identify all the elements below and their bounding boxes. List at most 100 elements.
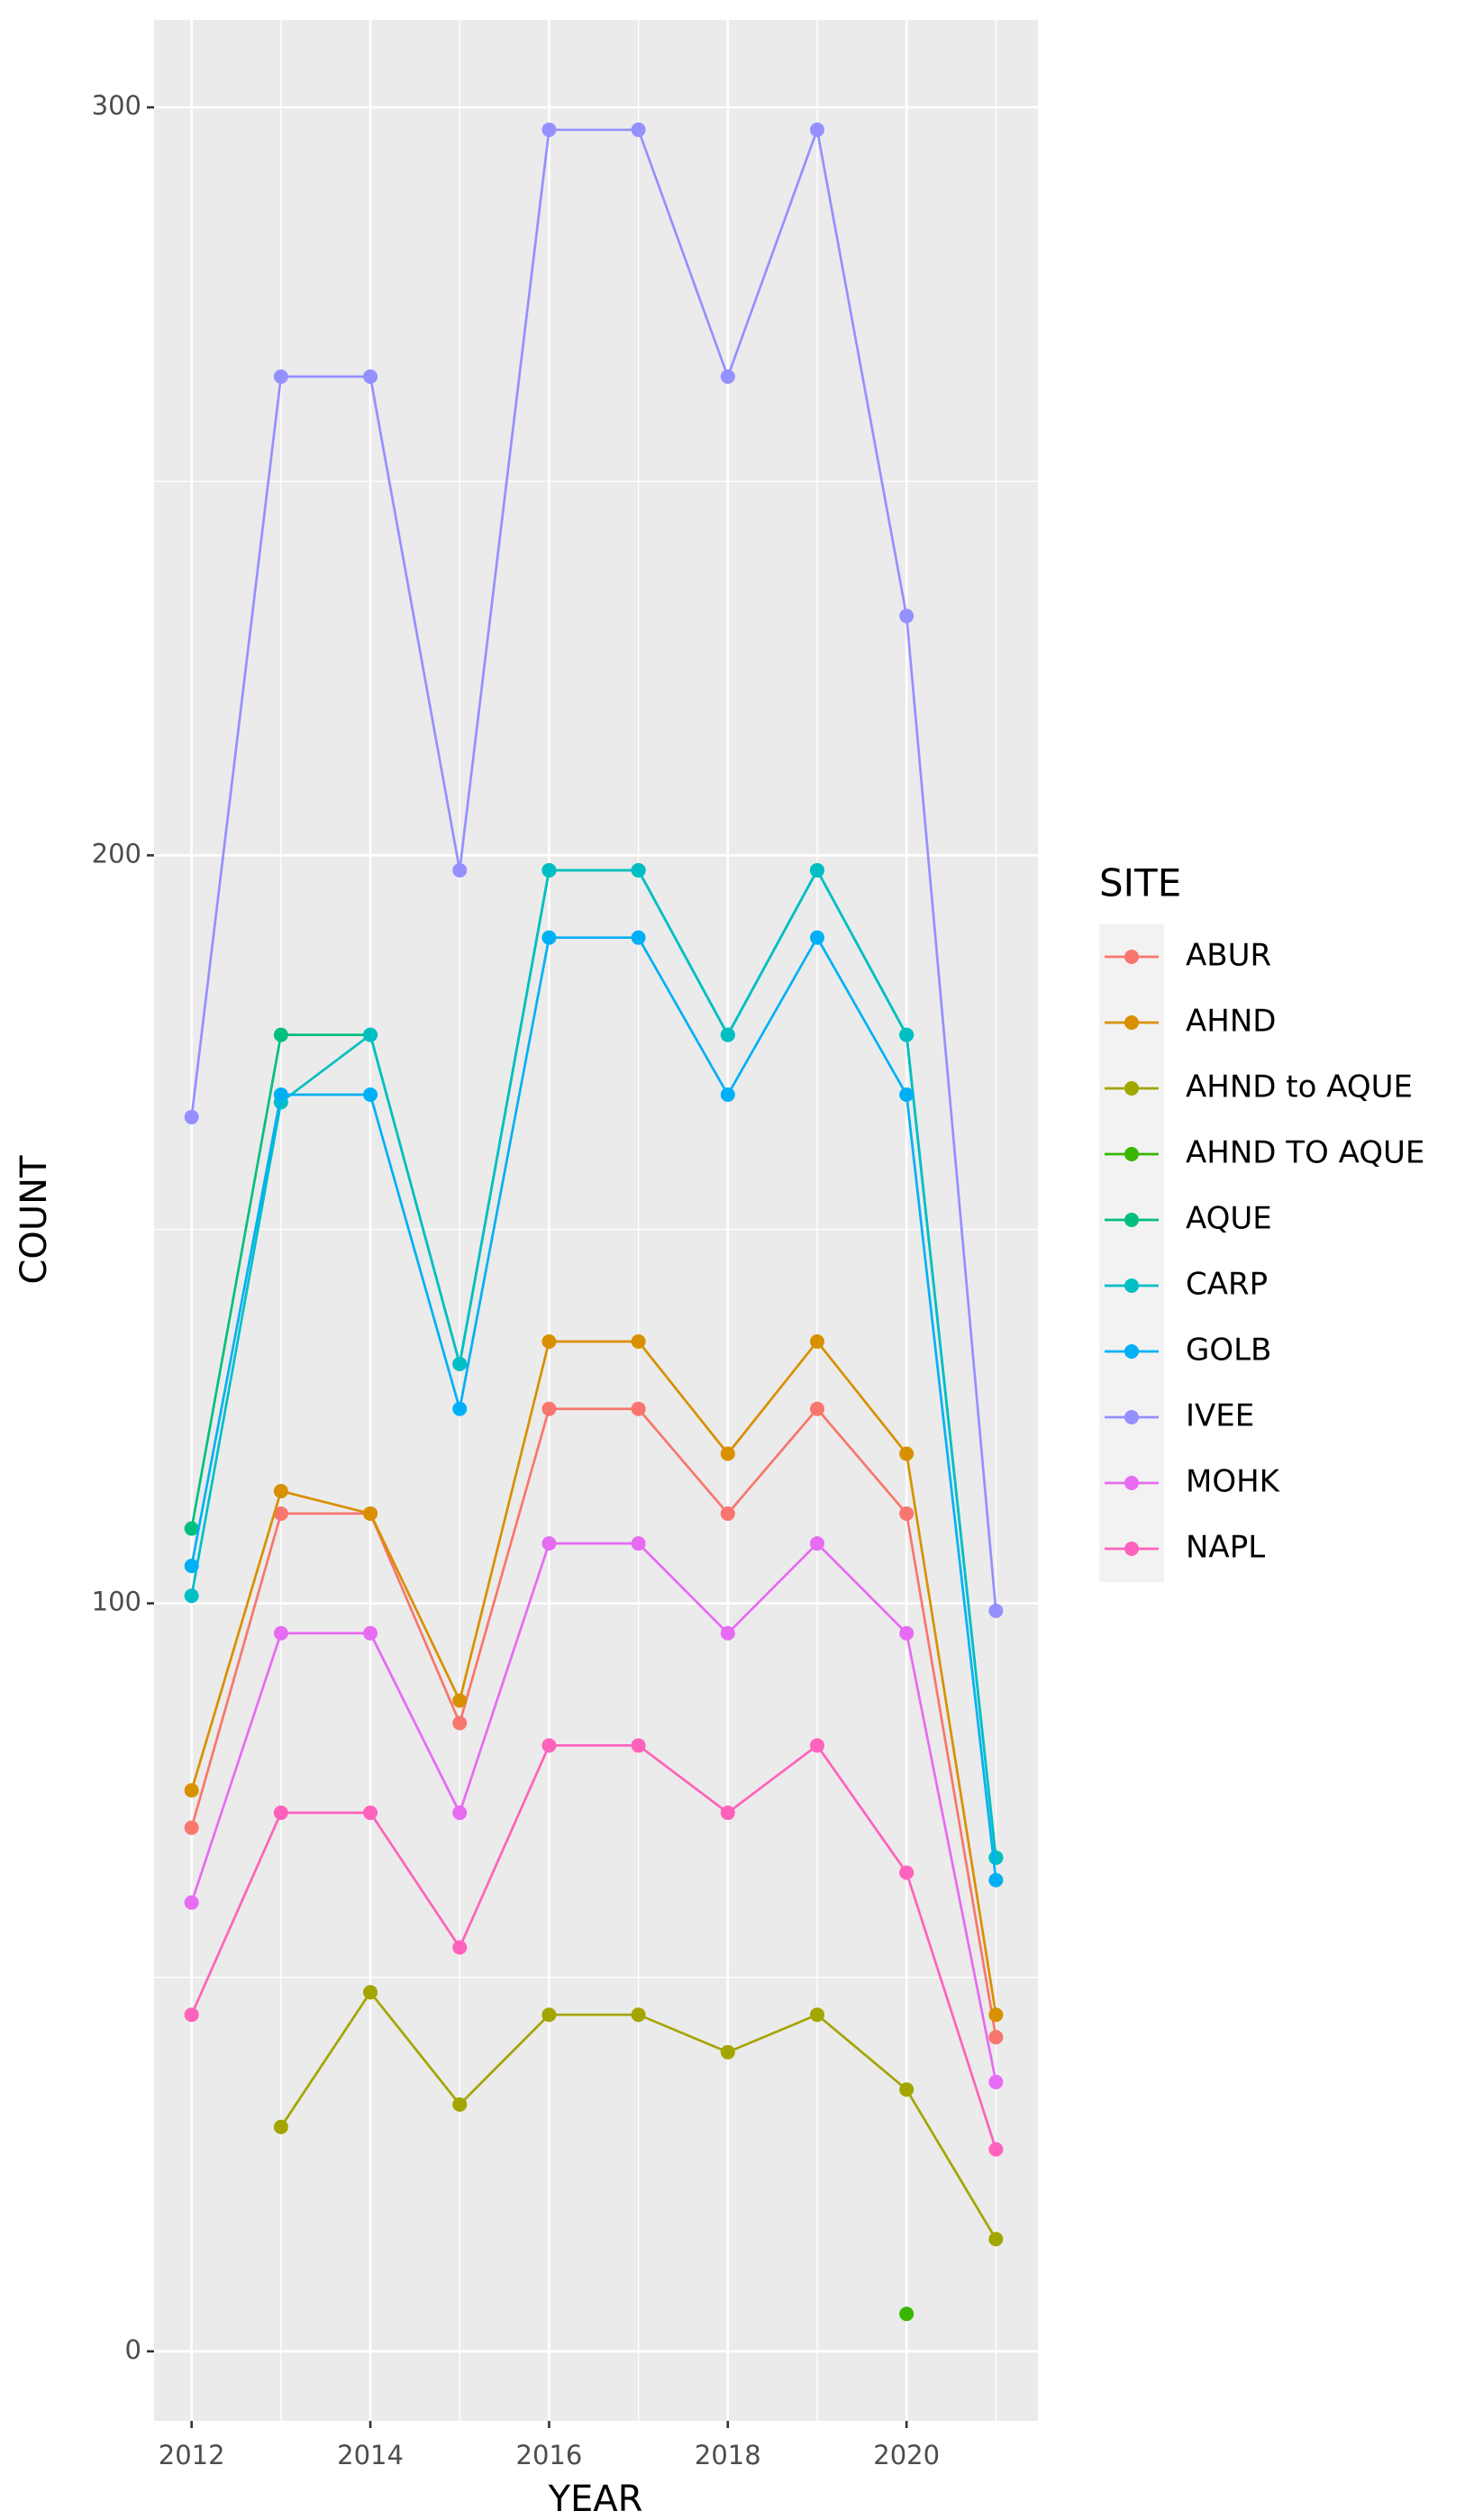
data-point	[631, 1401, 646, 1416]
data-point	[631, 123, 646, 138]
data-point	[184, 1588, 199, 1604]
data-point	[899, 1506, 914, 1521]
x-tick-label: 2020	[873, 2440, 940, 2470]
data-point	[899, 1625, 914, 1641]
data-point	[631, 1738, 646, 1753]
data-point	[720, 369, 735, 385]
x-tick-label: 2018	[695, 2440, 761, 2470]
data-point	[720, 2044, 735, 2060]
data-point	[809, 123, 824, 138]
data-point	[273, 1625, 288, 1641]
data-point	[184, 1820, 199, 1835]
legend-label: IVEE	[1186, 1398, 1254, 1434]
data-point	[988, 1850, 1004, 1865]
legend-key-point	[1124, 1542, 1139, 1556]
legend-label: CARP	[1186, 1267, 1268, 1303]
legend-key-point	[1124, 1410, 1139, 1424]
legend-label: ABUR	[1186, 938, 1271, 974]
data-point	[631, 2007, 646, 2023]
series-line	[190, 1339, 997, 2015]
x-tick-label: 2012	[159, 2440, 225, 2470]
legend-title: SITE	[1099, 861, 1181, 905]
data-point	[363, 1806, 378, 1821]
data-point	[720, 1506, 735, 1521]
data-point	[184, 1521, 199, 1536]
data-point	[720, 1446, 735, 1461]
legend-label: GOLB	[1186, 1333, 1271, 1369]
legend-label: AHND to AQUE	[1186, 1069, 1413, 1105]
data-point	[363, 1506, 378, 1521]
data-point	[452, 1715, 468, 1731]
data-point	[988, 2007, 1004, 2023]
data-point	[809, 1333, 824, 1349]
legend-key-point	[1124, 1213, 1139, 1227]
legend-label: AHND	[1186, 1004, 1276, 1040]
data-point	[899, 2082, 914, 2097]
data-point	[988, 2074, 1004, 2089]
data-point	[184, 1895, 199, 1910]
data-point	[541, 2007, 557, 2023]
data-point	[809, 930, 824, 945]
legend-label: AHND TO AQUE	[1186, 1135, 1424, 1171]
legend-background	[1099, 924, 1164, 1582]
x-tick-label: 2014	[337, 2440, 404, 2470]
legend-key-point	[1124, 1081, 1139, 1096]
data-point	[988, 2030, 1004, 2045]
series-line	[190, 1743, 997, 2151]
legend-key-point	[1124, 1015, 1139, 1030]
data-point	[273, 1027, 288, 1042]
data-point	[899, 2306, 914, 2322]
x-axis-title: YEAR	[548, 2479, 643, 2520]
data-point	[273, 1087, 288, 1103]
data-point	[273, 369, 288, 385]
legend-label: NAPL	[1186, 1530, 1265, 1566]
data-point	[452, 1356, 468, 1371]
data-point	[184, 2007, 199, 2023]
data-point	[363, 1087, 378, 1103]
data-point	[541, 1333, 557, 1349]
data-point	[541, 1738, 557, 1753]
legend-key-point	[1124, 950, 1139, 964]
data-point	[809, 1536, 824, 1551]
data-point	[363, 1027, 378, 1042]
data-point	[899, 1865, 914, 1880]
data-point	[452, 1940, 468, 1955]
legend-key-point	[1124, 1278, 1139, 1293]
series-line	[190, 1542, 997, 2083]
data-point	[720, 1625, 735, 1641]
data-point	[273, 2119, 288, 2134]
data-point	[899, 1087, 914, 1103]
data-point	[631, 930, 646, 945]
data-point	[541, 123, 557, 138]
data-point	[184, 1109, 199, 1124]
data-point	[899, 1027, 914, 1042]
data-point	[541, 1536, 557, 1551]
data-point	[988, 2142, 1004, 2157]
data-point	[184, 1559, 199, 1574]
data-point	[452, 2097, 468, 2112]
data-point	[988, 2232, 1004, 2247]
legend-label: AQUE	[1186, 1201, 1272, 1237]
data-point	[631, 1333, 646, 1349]
data-point	[809, 2007, 824, 2023]
data-point	[720, 1806, 735, 1821]
data-point	[720, 1027, 735, 1042]
y-tick-label: 200	[92, 838, 141, 869]
data-point	[541, 862, 557, 878]
data-point	[899, 608, 914, 623]
data-point	[809, 1738, 824, 1753]
legend-key-point	[1124, 1476, 1139, 1490]
data-point	[720, 1087, 735, 1103]
data-point	[363, 1985, 378, 2000]
legend-label: MOHK	[1186, 1464, 1281, 1500]
data-point	[273, 1806, 288, 1821]
data-point	[541, 1401, 557, 1416]
series-line	[190, 934, 997, 1880]
data-point	[631, 1536, 646, 1551]
data-point	[899, 1446, 914, 1461]
data-point	[273, 1484, 288, 1499]
data-point	[363, 1625, 378, 1641]
legend-key-point	[1124, 1147, 1139, 1161]
